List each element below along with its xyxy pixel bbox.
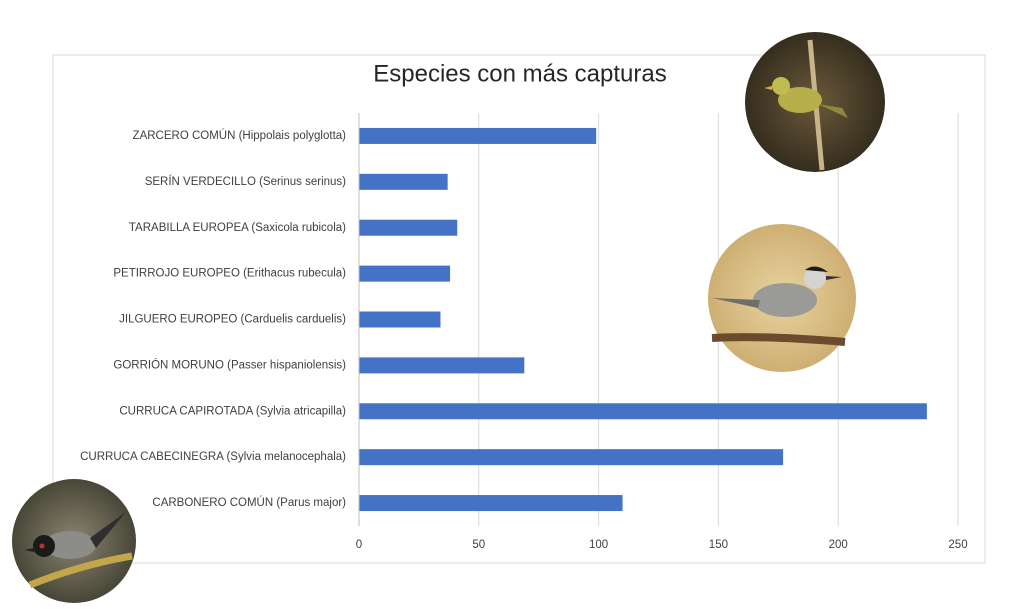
y-tick-label: CURRUCA CAPIROTADA (Sylvia atricapilla)	[119, 405, 346, 417]
bar	[359, 357, 525, 374]
bar	[359, 219, 458, 236]
bird-photo	[12, 479, 136, 603]
y-tick-label: TARABILLA EUROPEA (Saxicola rubicola)	[129, 222, 346, 234]
bird-photo	[708, 224, 856, 372]
y-tick-label: JILGUERO EUROPEO (Carduelis carduelis)	[119, 314, 346, 326]
x-tick-label: 100	[589, 539, 608, 551]
y-tick-label: CURRUCA CABECINEGRA (Sylvia melanocephal…	[80, 451, 346, 463]
x-tick-label: 0	[356, 539, 362, 551]
bar	[359, 449, 784, 466]
y-tick-label: GORRIÓN MORUNO (Passer hispaniolensis)	[113, 358, 346, 371]
plot-area: 0 50 100 150 200 250 ZARCERO COMÚN (Hippolais …	[80, 113, 968, 551]
bar	[359, 403, 927, 420]
x-tick-label: 200	[829, 539, 848, 551]
bar	[359, 495, 623, 512]
bar	[359, 265, 451, 282]
x-tick-label: 150	[709, 539, 728, 551]
bar	[359, 127, 597, 144]
y-tick-label: PETIRROJO EUROPEO (Erithacus rubecula)	[113, 268, 346, 280]
chart-title: Especies con más capturas	[373, 60, 666, 87]
bird-photo	[745, 32, 885, 172]
x-tick-label: 250	[948, 539, 967, 551]
y-tick-label: CARBONERO COMÚN (Parus major)	[152, 496, 346, 509]
bar	[359, 173, 448, 190]
x-tick-label: 50	[472, 539, 485, 551]
y-tick-label: SERÍN VERDECILLO (Serinus serinus)	[145, 175, 346, 188]
bar	[359, 311, 441, 328]
y-tick-label: ZARCERO COMÚN (Hippolais polyglotta)	[133, 129, 347, 142]
